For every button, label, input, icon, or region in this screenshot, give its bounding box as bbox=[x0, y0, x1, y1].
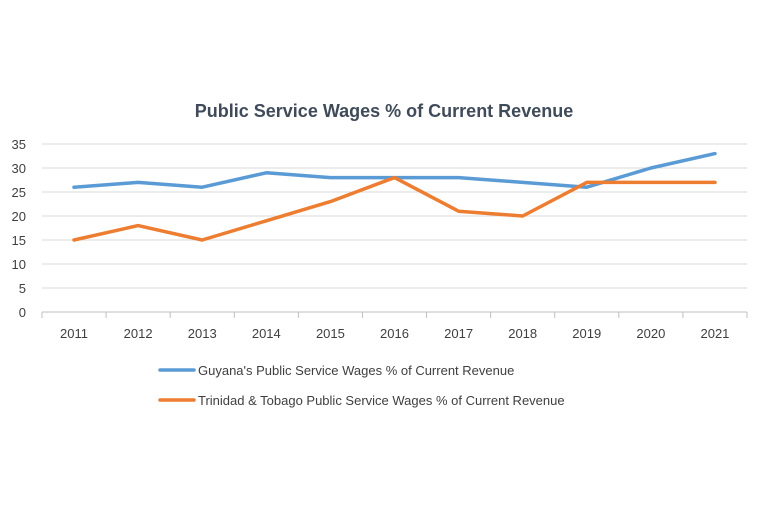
x-tick-label: 2017 bbox=[444, 326, 473, 341]
x-tick-label: 2021 bbox=[700, 326, 729, 341]
y-tick-label: 5 bbox=[19, 281, 26, 296]
y-tick-label: 10 bbox=[12, 257, 26, 272]
x-tick-label: 2016 bbox=[380, 326, 409, 341]
y-axis-ticks: 0 5 10 15 20 25 30 35 bbox=[12, 137, 26, 320]
y-tick-label: 25 bbox=[12, 185, 26, 200]
x-axis-ticks: 2011 2012 2013 2014 2015 2016 2017 2018 2019 2020… bbox=[42, 312, 747, 341]
x-tick-label: 2012 bbox=[124, 326, 153, 341]
y-tick-label: 20 bbox=[12, 209, 26, 224]
y-tick-label: 30 bbox=[12, 161, 26, 176]
legend: Guyana's Public Service Wages % of Curre… bbox=[160, 363, 565, 408]
x-tick-label: 2020 bbox=[636, 326, 665, 341]
legend-label-1: Guyana's Public Service Wages % of Curre… bbox=[198, 363, 514, 378]
x-tick-label: 2011 bbox=[60, 326, 88, 341]
y-tick-label: 0 bbox=[19, 305, 26, 320]
x-tick-label: 2018 bbox=[508, 326, 537, 341]
x-tick-label: 2019 bbox=[572, 326, 601, 341]
y-tick-label: 35 bbox=[12, 137, 26, 152]
series-line-2 bbox=[74, 178, 715, 240]
x-tick-label: 2013 bbox=[188, 326, 217, 341]
y-tick-label: 15 bbox=[12, 233, 26, 248]
legend-label-2: Trinidad & Tobago Public Service Wages %… bbox=[198, 393, 565, 408]
x-tick-label: 2014 bbox=[252, 326, 281, 341]
chart-title: Public Service Wages % of Current Revenu… bbox=[195, 101, 573, 121]
series-lines bbox=[74, 154, 715, 240]
x-tick-label: 2015 bbox=[316, 326, 345, 341]
